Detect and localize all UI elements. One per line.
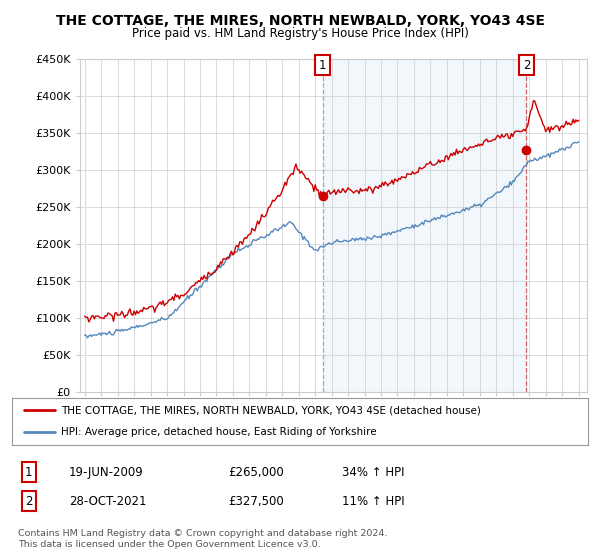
- Text: 2: 2: [25, 494, 32, 508]
- Text: Contains HM Land Registry data © Crown copyright and database right 2024.
This d: Contains HM Land Registry data © Crown c…: [18, 529, 388, 549]
- Text: 1: 1: [319, 59, 326, 72]
- Text: £327,500: £327,500: [228, 494, 284, 508]
- Text: 28-OCT-2021: 28-OCT-2021: [69, 494, 146, 508]
- Text: 19-JUN-2009: 19-JUN-2009: [69, 465, 144, 479]
- Text: £265,000: £265,000: [228, 465, 284, 479]
- Text: 2: 2: [523, 59, 530, 72]
- Text: HPI: Average price, detached house, East Riding of Yorkshire: HPI: Average price, detached house, East…: [61, 427, 377, 437]
- Text: 11% ↑ HPI: 11% ↑ HPI: [342, 494, 404, 508]
- Text: 34% ↑ HPI: 34% ↑ HPI: [342, 465, 404, 479]
- Text: 1: 1: [25, 465, 32, 479]
- Bar: [323, 59, 526, 392]
- Text: THE COTTAGE, THE MIRES, NORTH NEWBALD, YORK, YO43 4SE (detached house): THE COTTAGE, THE MIRES, NORTH NEWBALD, Y…: [61, 405, 481, 416]
- Text: Price paid vs. HM Land Registry's House Price Index (HPI): Price paid vs. HM Land Registry's House …: [131, 27, 469, 40]
- Text: THE COTTAGE, THE MIRES, NORTH NEWBALD, YORK, YO43 4SE: THE COTTAGE, THE MIRES, NORTH NEWBALD, Y…: [56, 14, 545, 28]
